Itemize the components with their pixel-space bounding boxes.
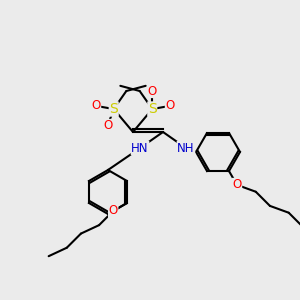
Text: O: O [92,99,100,112]
Text: S: S [109,102,118,116]
Text: O: O [232,178,242,191]
Text: O: O [109,205,118,218]
Text: O: O [103,119,112,132]
Text: HN: HN [131,142,149,154]
Text: S: S [148,102,157,116]
Text: O: O [148,85,157,98]
Text: O: O [165,99,175,112]
Text: NH: NH [177,142,195,154]
